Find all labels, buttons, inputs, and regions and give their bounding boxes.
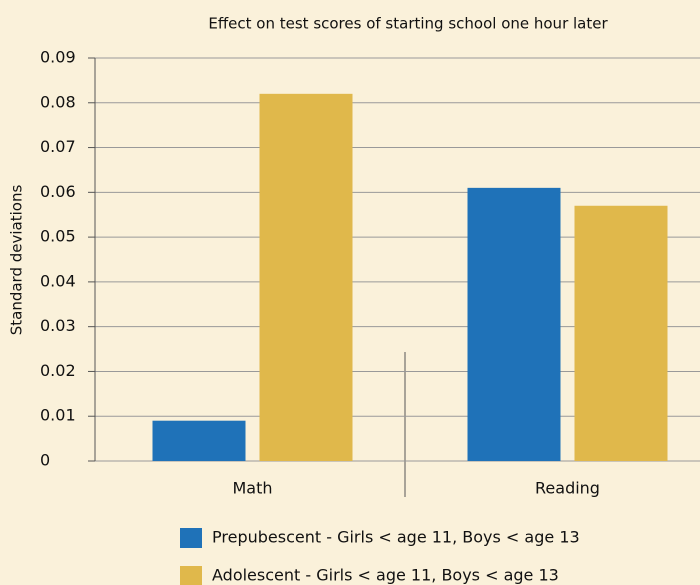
- y-tick-label: 0.02: [40, 361, 76, 380]
- bar: [259, 93, 353, 462]
- y-tick-label: 0: [40, 451, 50, 470]
- y-tick-label: 0.05: [40, 227, 76, 246]
- y-tick-label: 0.04: [40, 271, 76, 290]
- bar: [152, 420, 246, 461]
- y-axis-label: Standard deviations: [8, 185, 26, 336]
- x-tick-label: Math: [232, 479, 272, 498]
- chart-title: Effect on test scores of starting school…: [208, 15, 608, 33]
- y-tick-label: 0.08: [40, 92, 76, 111]
- legend-label: Prepubescent - Girls < age 11, Boys < ag…: [212, 528, 580, 547]
- legend-label: Adolescent - Girls < age 11, Boys < age …: [212, 566, 559, 585]
- bar: [574, 205, 668, 461]
- y-tick-label: 0.06: [40, 182, 76, 201]
- bar: [467, 187, 561, 461]
- y-tick-label: 0.09: [40, 48, 76, 67]
- y-tick-label: 0.01: [40, 406, 76, 425]
- x-tick-label: Reading: [535, 479, 600, 498]
- legend-swatch: [180, 528, 202, 548]
- y-tick-label: 0.07: [40, 137, 76, 156]
- legend-swatch: [180, 566, 202, 585]
- y-tick-label: 0.03: [40, 316, 76, 335]
